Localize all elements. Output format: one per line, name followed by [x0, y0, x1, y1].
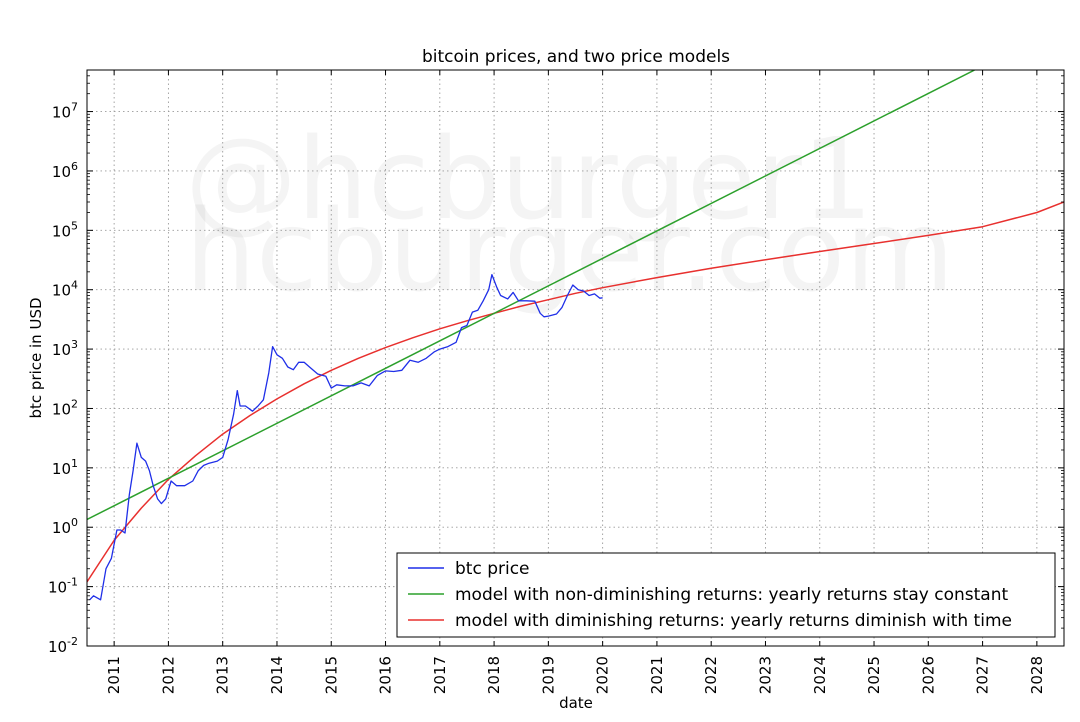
watermark: @hcburger1 hcburger.com [185, 115, 954, 317]
legend-box [396, 552, 1056, 638]
x-tick-label-2022: 2022 [702, 656, 720, 694]
y-tick-label-4: 104 [52, 279, 78, 300]
axis-ticks: 2011 2012 2013 2014 2015 2016 2017 2018 2019 2020… [48, 69, 1064, 694]
x-tick-label-2011: 2011 [105, 656, 123, 694]
y-tick-label-5: 105 [52, 219, 78, 240]
series-btc-price [89, 273, 603, 601]
x-tick-label-2025: 2025 [865, 656, 883, 694]
x-tick-label-2026: 2026 [919, 656, 937, 694]
x-tick-label-2027: 2027 [974, 656, 992, 694]
plot-series [87, 70, 1064, 601]
x-tick-label-2017: 2017 [431, 656, 449, 694]
legend: btc price model with non-diminishing ret… [396, 552, 1056, 638]
chart-title: bitcoin prices, and two price models [422, 47, 730, 67]
watermark-site: hcburger.com [185, 187, 954, 317]
legend-label-non-diminishing: model with non-diminishing returns: year… [455, 585, 1008, 605]
y-tick-label--2: 10-2 [48, 635, 78, 656]
y-tick-label-1: 101 [52, 457, 78, 478]
x-tick-label-2023: 2023 [756, 656, 774, 694]
x-tick-label-2018: 2018 [485, 656, 503, 694]
y-tick-label--1: 10-1 [48, 576, 78, 597]
x-axis-label: date [559, 694, 593, 712]
legend-label-diminishing: model with diminishing returns: yearly r… [455, 611, 1012, 631]
x-tick-label-2024: 2024 [811, 656, 829, 694]
legend-label-btc-price: btc price [455, 559, 530, 579]
x-tick-label-2016: 2016 [377, 656, 395, 694]
y-tick-label-6: 106 [52, 160, 78, 181]
x-tick-label-2028: 2028 [1028, 656, 1046, 694]
x-tick-label-2014: 2014 [268, 656, 286, 694]
y-tick-label-0: 100 [52, 516, 78, 537]
series-diminishing-model [87, 201, 1064, 583]
x-tick-label-2013: 2013 [214, 656, 232, 694]
series-non-diminishing-model [87, 70, 975, 521]
x-tick-label-2020: 2020 [594, 656, 612, 694]
x-tick-label-2015: 2015 [322, 656, 340, 694]
y-axis-label: btc price in USD [27, 297, 45, 418]
y-tick-label-7: 107 [52, 101, 78, 122]
y-tick-label-3: 103 [52, 338, 78, 359]
x-tick-label-2012: 2012 [159, 656, 177, 694]
x-tick-label-2019: 2019 [539, 656, 557, 694]
y-tick-label-2: 102 [52, 397, 78, 418]
x-tick-label-2021: 2021 [648, 656, 666, 694]
